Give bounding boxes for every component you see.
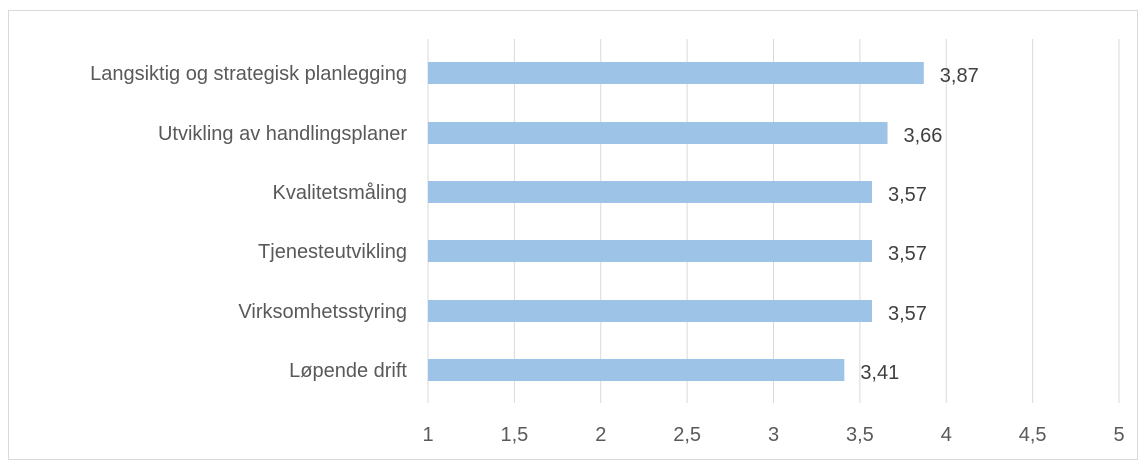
data-label: 3,57 — [888, 303, 927, 325]
bar — [428, 240, 872, 262]
x-tick-label: 4 — [941, 424, 952, 446]
x-tick-labels: 1 1,5 2 2,5 3 3,5 4 4,5 5 — [422, 424, 1124, 446]
category-label: Kvalitetsmåling — [272, 182, 407, 204]
chart-frame: Langsiktig og strategisk planlegging Utvi… — [8, 10, 1138, 460]
x-tick-label: 3 — [768, 424, 779, 446]
x-tick-label: 4,5 — [1019, 424, 1047, 446]
data-label: 3,57 — [888, 184, 927, 206]
bar — [428, 181, 872, 203]
bar — [428, 62, 924, 84]
bar — [428, 122, 888, 144]
x-tick-label: 1 — [422, 424, 433, 446]
data-label: 3,66 — [904, 125, 943, 147]
data-labels: 3,87 3,66 3,57 3,57 3,57 3,41 — [860, 65, 978, 384]
category-label: Virksomhetsstyring — [238, 301, 407, 323]
category-label: Utvikling av handlingsplaner — [158, 123, 407, 145]
category-label: Langsiktig og strategisk planlegging — [90, 63, 407, 85]
x-tick-label: 1,5 — [500, 424, 528, 446]
data-label: 3,87 — [940, 65, 979, 87]
x-tick-label: 5 — [1113, 424, 1124, 446]
category-label: Tjenesteutvikling — [258, 241, 407, 263]
data-label: 3,57 — [888, 243, 927, 265]
x-tick-label: 2,5 — [673, 424, 701, 446]
data-label: 3,41 — [860, 362, 899, 384]
bars — [428, 62, 924, 381]
bar — [428, 300, 872, 322]
x-tick-label: 2 — [595, 424, 606, 446]
gridlines — [427, 39, 1120, 403]
category-labels: Langsiktig og strategisk planlegging Utvi… — [90, 63, 407, 382]
x-tick-label: 3,5 — [846, 424, 874, 446]
bar-chart: Langsiktig og strategisk planlegging Utvi… — [90, 39, 1125, 446]
bar — [428, 359, 845, 381]
category-label: Løpende drift — [289, 360, 407, 382]
